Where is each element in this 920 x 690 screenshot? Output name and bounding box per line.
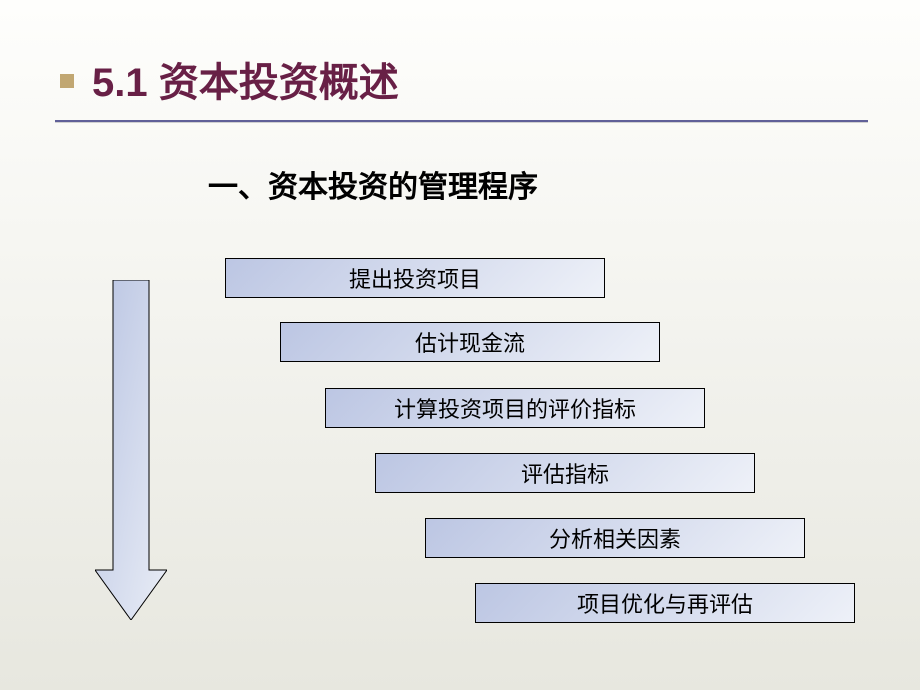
step-box: 项目优化与再评估 xyxy=(475,583,855,623)
step-box: 提出投资项目 xyxy=(225,258,605,298)
flow-arrow-down-icon xyxy=(95,280,167,620)
step-label: 计算投资项目的评价指标 xyxy=(394,392,636,424)
title-bullet xyxy=(60,74,74,88)
slide-subtitle: 一、资本投资的管理程序 xyxy=(208,162,538,206)
slide-title: 5.1 资本投资概述 xyxy=(92,50,399,108)
step-label: 项目优化与再评估 xyxy=(577,587,753,619)
step-label: 估计现金流 xyxy=(415,326,525,358)
step-label: 分析相关因素 xyxy=(549,522,681,554)
step-box: 分析相关因素 xyxy=(425,518,805,558)
slide: 5.1 资本投资概述 一、资本投资的管理程序 提出投资项目估计现金流计算投资项目… xyxy=(0,0,920,690)
title-divider xyxy=(55,120,868,123)
step-box: 评估指标 xyxy=(375,453,755,493)
step-box: 估计现金流 xyxy=(280,322,660,362)
step-label: 评估指标 xyxy=(521,457,609,489)
step-label: 提出投资项目 xyxy=(349,262,481,294)
step-box: 计算投资项目的评价指标 xyxy=(325,388,705,428)
